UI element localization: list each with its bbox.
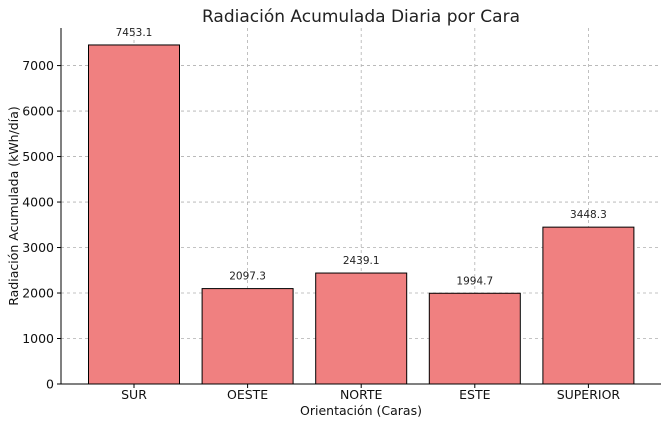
- y-tick-label: 5000: [22, 149, 54, 164]
- bar-este: [428, 292, 521, 385]
- y-tick-label: 2000: [22, 286, 54, 301]
- bar-norte: [315, 272, 408, 385]
- data-label: 7453.1: [116, 27, 153, 39]
- y-tick-label: 0: [46, 377, 54, 392]
- x-axis-label: Orientación (Caras): [300, 403, 422, 418]
- y-tick-label: 3000: [22, 240, 54, 255]
- y-tick-label: 4000: [22, 195, 54, 210]
- y-tick-label: 6000: [22, 104, 54, 119]
- x-ticks: SUR OESTE NORTE ESTE SUPERIOR: [121, 384, 620, 402]
- x-tick-label: SUR: [121, 387, 147, 402]
- data-label: 2097.3: [229, 271, 266, 283]
- bars: [88, 44, 635, 385]
- data-labels: 7453.1 2097.3 2439.1 1994.7 3448.3: [116, 27, 607, 287]
- y-tick-label: 7000: [22, 58, 54, 73]
- bar-sur: [88, 44, 180, 385]
- y-tick-label: 1000: [22, 331, 54, 346]
- bar-oeste: [201, 288, 294, 385]
- x-tick-label: NORTE: [340, 387, 383, 402]
- bar-superior: [542, 226, 635, 385]
- x-tick-label: SUPERIOR: [557, 387, 621, 402]
- data-label: 1994.7: [456, 275, 493, 287]
- y-ticks: 0 1000 2000 3000 4000 5000 6000 7000: [22, 58, 61, 392]
- x-tick-label: OESTE: [227, 387, 268, 402]
- x-tick-label: ESTE: [459, 387, 490, 402]
- y-axis-label: Radiación Acumulada (kWh/día): [6, 106, 21, 306]
- chart-title: Radiación Acumulada Diaria por Cara: [202, 7, 520, 27]
- data-label: 3448.3: [570, 209, 607, 221]
- data-label: 2439.1: [343, 255, 380, 267]
